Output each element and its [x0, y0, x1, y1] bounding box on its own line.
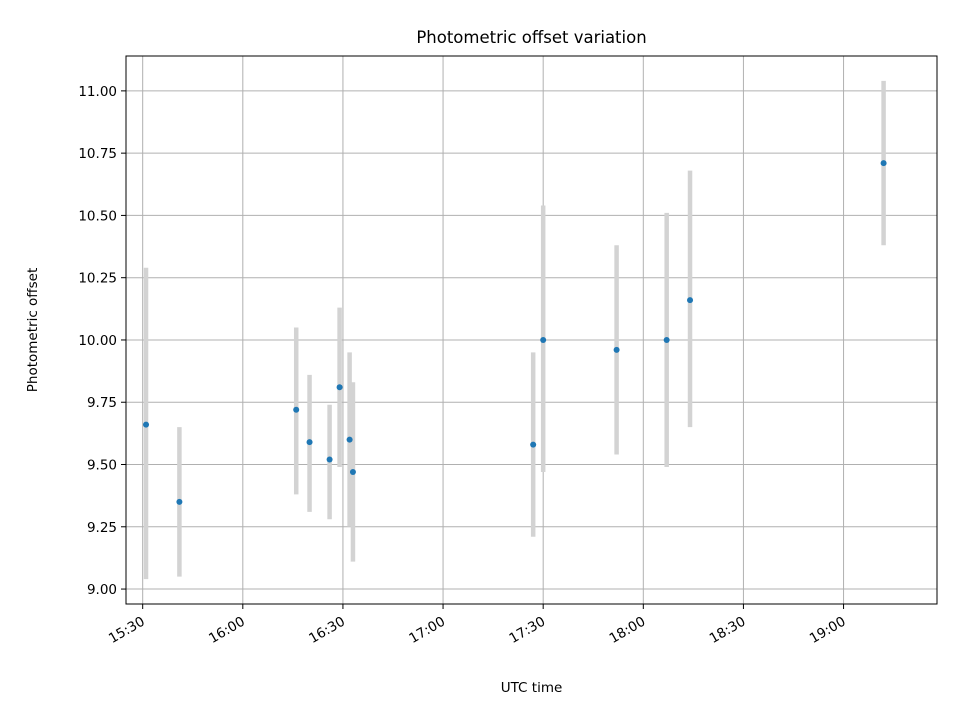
x-axis-label: UTC time: [501, 680, 563, 696]
y-tick-label: 10.00: [78, 333, 117, 349]
data-point: [336, 384, 343, 391]
y-tick-label: 9.25: [87, 520, 117, 536]
data-point: [346, 436, 353, 443]
data-points: [143, 160, 887, 505]
chart-title: Photometric offset variation: [416, 28, 646, 47]
data-point: [663, 336, 670, 343]
y-axis-ticks: 9.00 9.25 9.50 9.75 10.00 10.25 10.50 10.75 11.0…: [78, 84, 126, 598]
data-point: [176, 498, 183, 505]
y-axis-label: Photometric offset: [25, 268, 41, 392]
data-point: [293, 406, 300, 413]
plot-frame: [125, 55, 938, 605]
y-tick-label: 10.50: [78, 208, 117, 224]
data-point: [530, 441, 537, 448]
data-point: [143, 421, 150, 428]
y-tick-label: 11.00: [78, 84, 117, 100]
data-point: [326, 456, 333, 463]
data-point: [540, 336, 547, 343]
data-point: [880, 160, 887, 167]
y-tick-label: 9.75: [87, 395, 117, 411]
y-tick-label: 10.75: [78, 146, 117, 162]
y-tick-label: 9.50: [87, 458, 117, 474]
y-tick-label: 10.25: [78, 271, 117, 287]
data-point: [349, 468, 356, 475]
data-point: [306, 439, 313, 446]
y-tick-label: 9.00: [87, 582, 117, 598]
data-point: [613, 346, 620, 353]
data-point: [687, 297, 694, 304]
